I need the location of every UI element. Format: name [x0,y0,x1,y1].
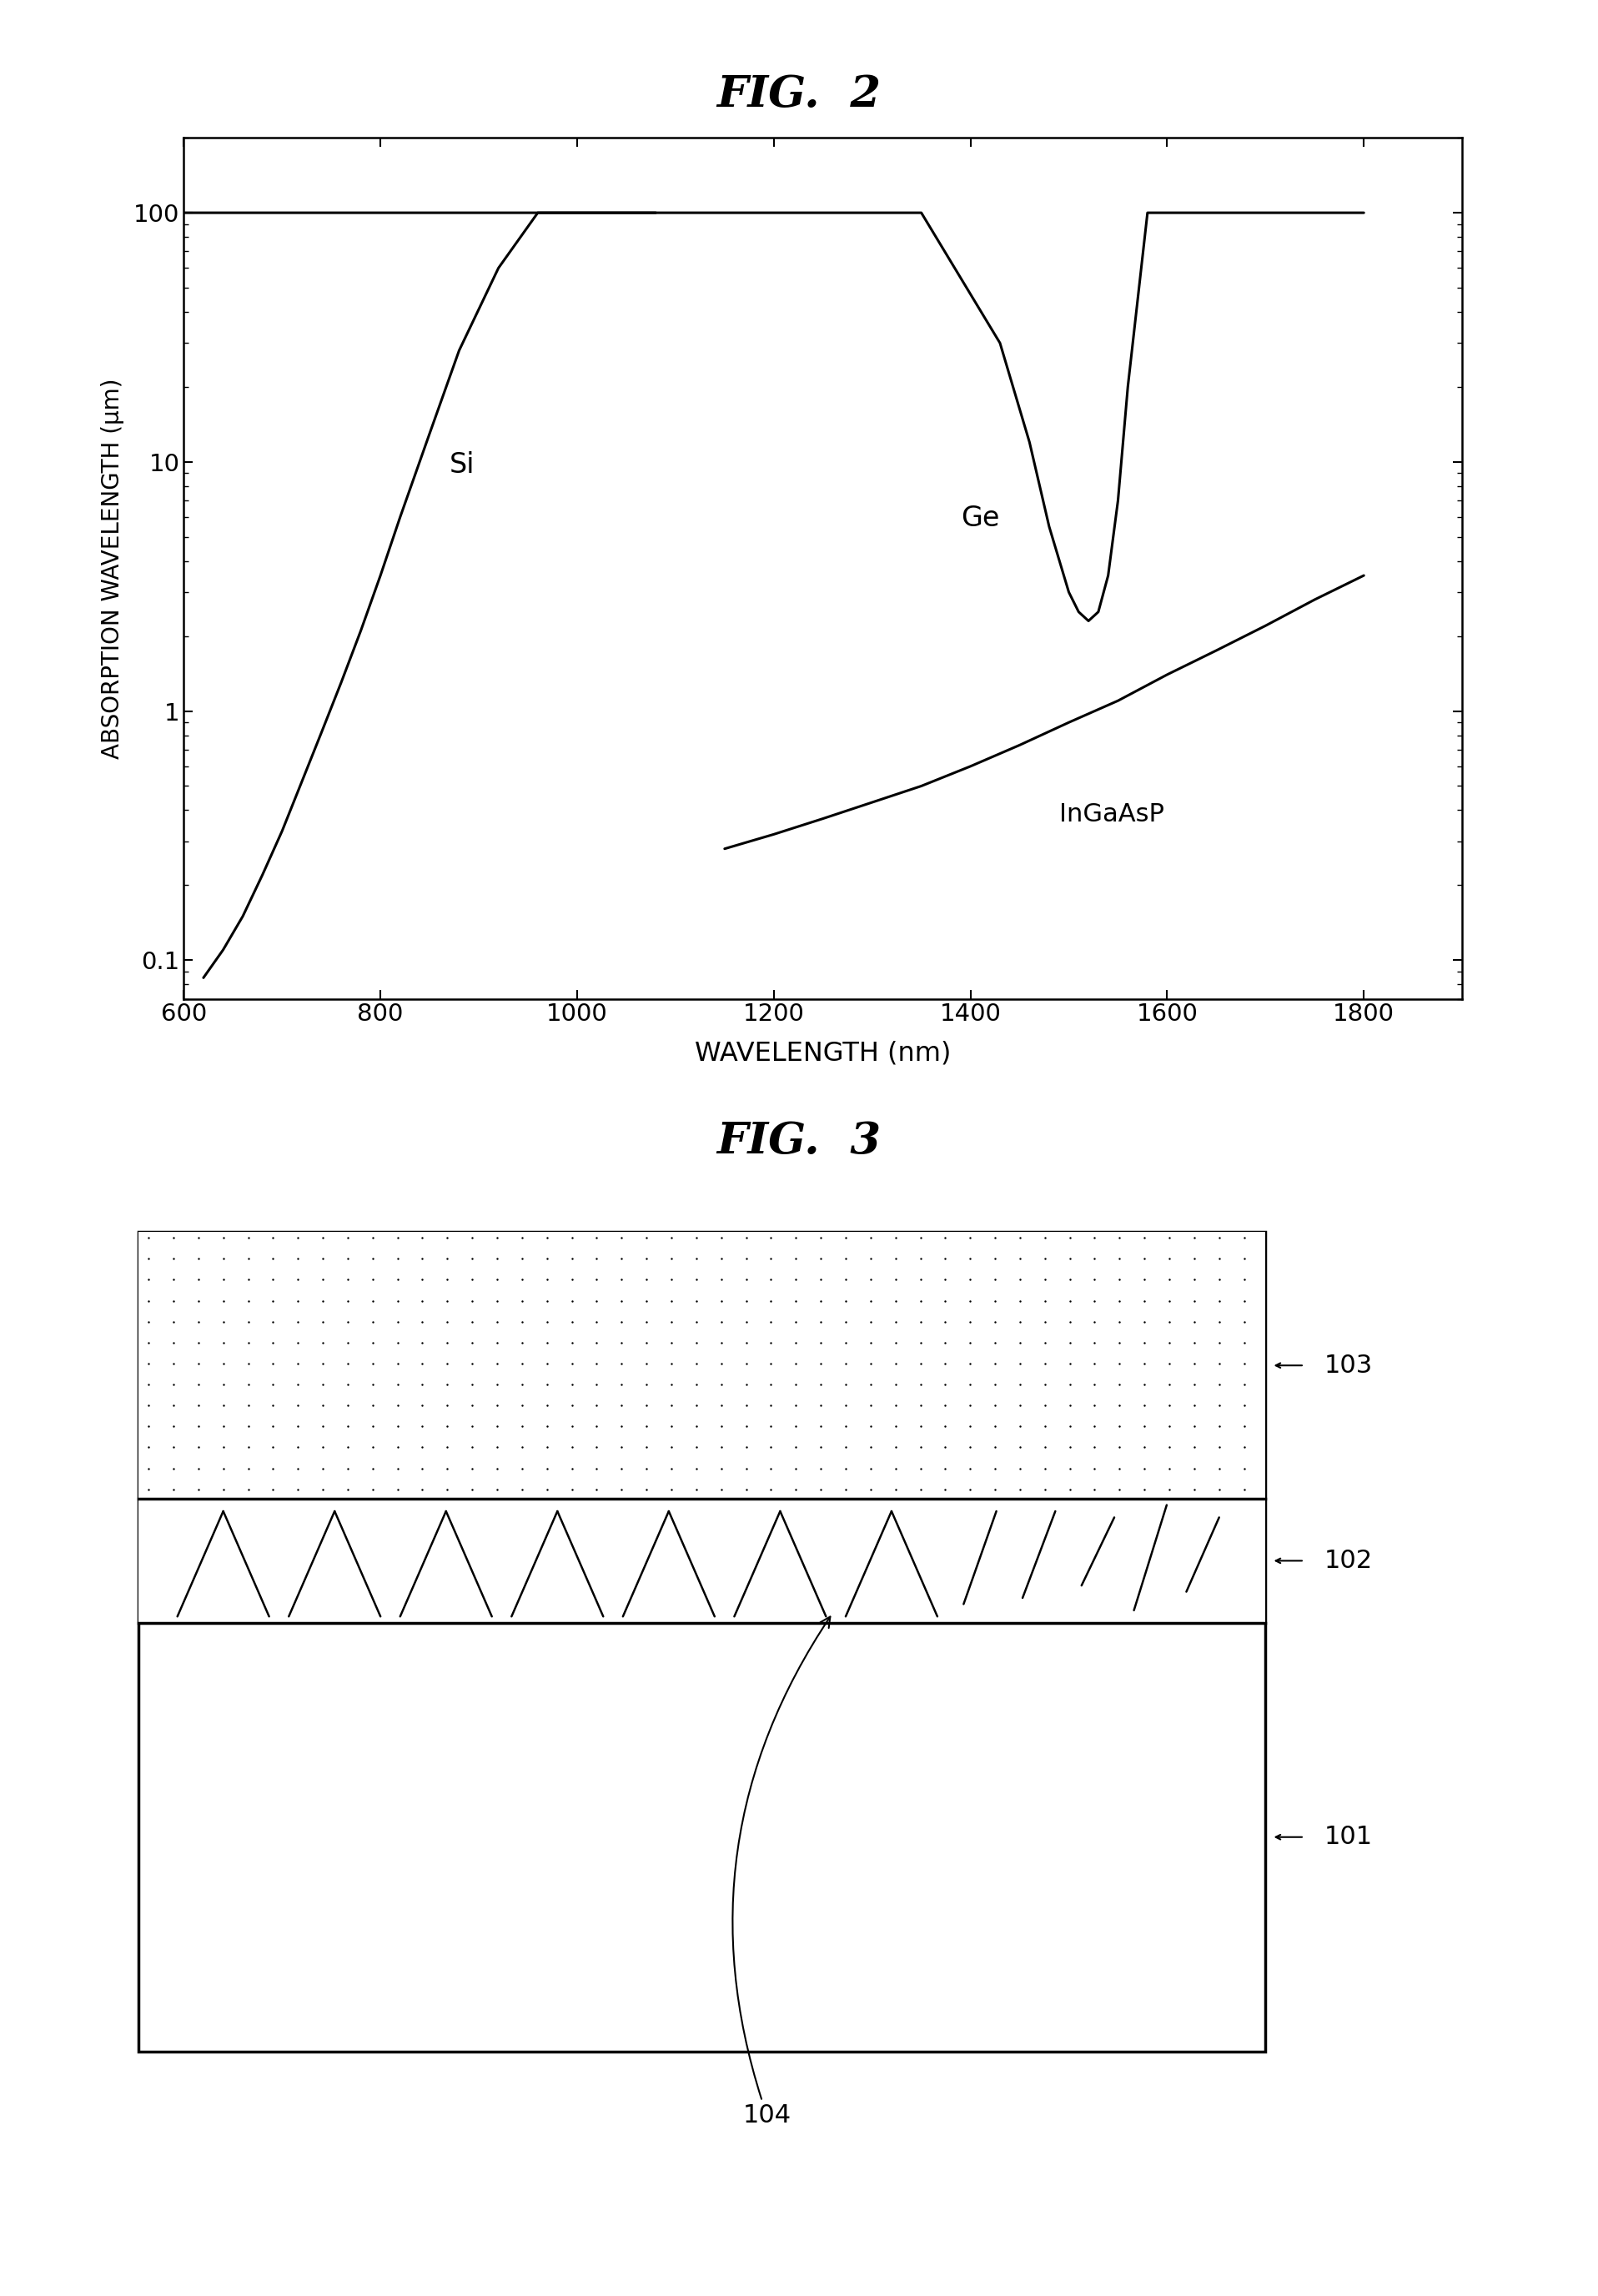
Bar [137,1233,1266,2053]
Bar [137,1233,1266,1499]
Text: InGaAsP: InGaAsP [1059,801,1163,827]
Text: FIG.  2: FIG. 2 [718,73,880,117]
Bar [137,1499,1266,1623]
Text: 101: 101 [1323,1825,1373,1848]
Text: 103: 103 [1323,1352,1373,1378]
X-axis label: WAVELENGTH (nm): WAVELENGTH (nm) [695,1040,951,1065]
Y-axis label: ABSORPTION WAVELENGTH (μm): ABSORPTION WAVELENGTH (μm) [101,379,125,758]
Text: Ge: Ge [960,505,999,533]
Text: FIG.  3: FIG. 3 [718,1120,880,1164]
Text: 104: 104 [732,1616,831,2128]
Text: 102: 102 [1323,1550,1373,1573]
Text: Si: Si [449,452,475,480]
